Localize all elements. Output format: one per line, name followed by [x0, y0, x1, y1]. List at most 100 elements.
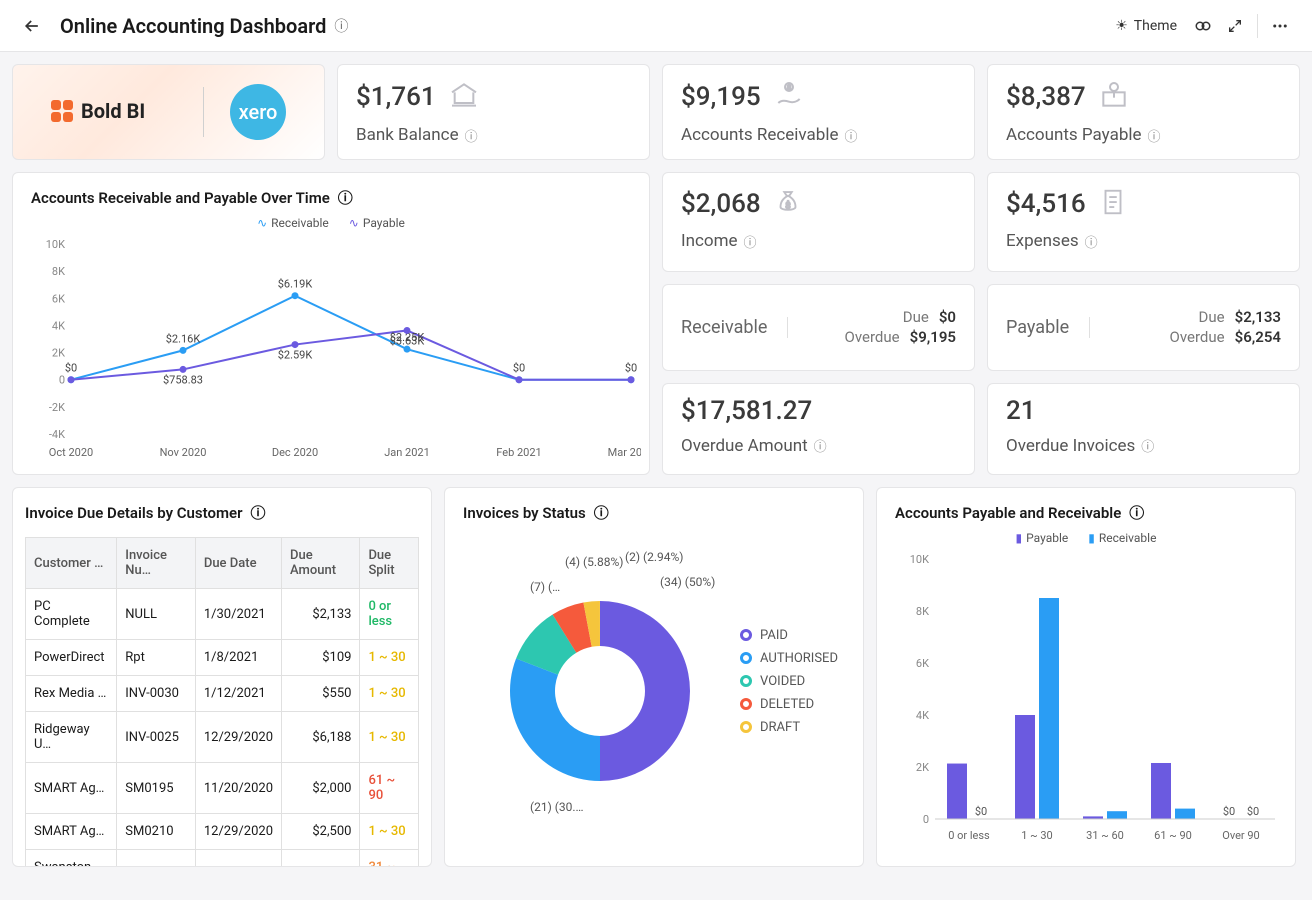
svg-text:$2.16K: $2.16K	[166, 332, 201, 345]
info-icon[interactable]: ⓘ	[814, 436, 827, 455]
due-label: Due	[1199, 308, 1225, 326]
overdue-label: Overdue	[1170, 328, 1225, 346]
split-label: Receivable	[681, 317, 788, 338]
svg-text:Dec 2020: Dec 2020	[272, 446, 318, 459]
receivable-split-card: Receivable Due$0 Overdue$9,195	[662, 284, 975, 370]
svg-text:4K: 4K	[916, 709, 929, 722]
due-value: $2,133	[1235, 308, 1281, 326]
kpi-value: 21	[1006, 396, 1036, 426]
col-header[interactable]: Due Amount	[282, 538, 360, 589]
legend-item[interactable]: VOIDED	[740, 674, 838, 689]
info-icon[interactable]: ⓘ	[1129, 502, 1144, 523]
svg-text:Bold BI: Bold BI	[81, 99, 145, 123]
svg-text:4K: 4K	[52, 319, 65, 332]
legend-item[interactable]: AUTHORISED	[740, 651, 838, 666]
svg-text:6K: 6K	[52, 292, 65, 305]
topbar: Online Accounting Dashboard ⓘ ☀ Theme	[0, 0, 1312, 52]
card-title: Invoice Due Details by Customer	[25, 504, 242, 522]
sun-icon: ☀	[1115, 18, 1128, 34]
legend-item[interactable]: DELETED	[740, 697, 838, 712]
info-icon[interactable]: ⓘ	[250, 502, 265, 523]
kpi-value: $17,581.27	[681, 396, 812, 426]
info-icon[interactable]: ⓘ	[338, 187, 353, 208]
kpi-value: $2,068	[681, 189, 761, 219]
theme-label: Theme	[1134, 18, 1177, 34]
table-row[interactable]: SMART Ag…SM021012/29/2020$2,5001 ~ 30	[26, 814, 419, 850]
svg-text:Over 90: Over 90	[1222, 829, 1259, 842]
card-title: Invoices by Status	[463, 504, 586, 522]
hand-coin-icon: $	[773, 79, 805, 115]
svg-text:xero: xero	[239, 100, 278, 124]
info-icon[interactable]: ⓘ	[1148, 126, 1161, 145]
xero-logo: xero	[228, 82, 288, 142]
svg-text:$0: $0	[513, 362, 525, 375]
legend-item[interactable]: PAID	[740, 628, 838, 643]
outbox-icon	[1098, 79, 1130, 115]
info-icon[interactable]: ⓘ	[594, 502, 609, 523]
svg-text:$: $	[785, 200, 790, 211]
kpi-value: $4,516	[1006, 189, 1086, 219]
col-header[interactable]: Invoice Nu…	[117, 538, 196, 589]
legend-label: Receivable	[271, 216, 329, 230]
boldbi-logo: Bold BI	[49, 92, 179, 132]
table-row[interactable]: Swanston S…AP12/16/2020$6031 ~ 60	[26, 850, 419, 868]
table-row[interactable]: Rex Media …INV-00301/12/2021$5501 ~ 30	[26, 676, 419, 712]
invoice-table[interactable]: Customer …Invoice Nu…Due DateDue AmountD…	[25, 537, 419, 867]
legend-label: Payable	[363, 216, 405, 230]
bar-chart[interactable]: 02K4K6K8K10K$00 or less1 ~ 3031 ~ 6061 ~…	[895, 549, 1285, 849]
fullscreen-icon[interactable]	[1219, 10, 1251, 42]
info-icon[interactable]: ⓘ	[844, 126, 857, 145]
moneybag-icon: $	[773, 187, 803, 221]
table-row[interactable]: Ridgeway U…INV-002512/29/2020$6,1881 ~ 3…	[26, 712, 419, 763]
preview-icon[interactable]	[1187, 10, 1219, 42]
svg-text:10K: 10K	[910, 553, 929, 566]
col-header[interactable]: Due Date	[195, 538, 281, 589]
svg-text:(4) (5.88%): (4) (5.88%)	[565, 555, 623, 569]
donut-chart[interactable]: (34) (50%)(21) (30.…(7) (…(4) (5.88%)(2)…	[470, 531, 730, 831]
back-button[interactable]	[16, 10, 48, 42]
svg-text:(7) (…: (7) (…	[530, 580, 560, 594]
svg-text:(2) (2.94%): (2) (2.94%)	[625, 550, 683, 564]
svg-text:1 ~ 30: 1 ~ 30	[1021, 829, 1053, 842]
kpi-overdue-invoices: 21 Overdue Invoices ⓘ	[987, 383, 1300, 475]
due-label: Due	[903, 308, 929, 326]
svg-text:8K: 8K	[916, 605, 929, 618]
page-title: Online Accounting Dashboard	[60, 14, 326, 38]
overdue-label: Overdue	[845, 328, 900, 346]
table-row[interactable]: PowerDirectRpt1/8/2021$1091 ~ 30	[26, 640, 419, 676]
kpi-value: $9,195	[681, 82, 761, 112]
svg-text:10K: 10K	[46, 238, 65, 251]
info-icon[interactable]: ⓘ	[1141, 436, 1154, 455]
bar-legend: ▮Payable ▮Receivable	[895, 531, 1277, 545]
svg-text:$0: $0	[65, 362, 77, 375]
donut-legend: PAID AUTHORISED VOIDED DELETED DRAFT	[740, 620, 838, 743]
table-row[interactable]: PC CompleteNULL1/30/2021$2,1330 or less	[26, 589, 419, 640]
kpi-label: Bank Balance	[356, 125, 459, 145]
line-chart[interactable]: -4K-2K02K4K6K8K10KOct 2020Nov 2020Dec 20…	[31, 234, 641, 464]
line-chart-legend: ∿Receivable ∿Payable	[31, 216, 631, 230]
kpi-overdue-amount: $17,581.27 Overdue Amount ⓘ	[662, 383, 975, 475]
legend-item[interactable]: DRAFT	[740, 720, 838, 735]
info-icon[interactable]: ⓘ	[744, 232, 757, 251]
svg-text:2K: 2K	[52, 347, 65, 360]
kpi-accounts-payable: $8,387 Accounts Payableⓘ	[987, 64, 1300, 160]
info-icon[interactable]: ⓘ	[465, 126, 478, 145]
kpi-label: Overdue Invoices	[1006, 436, 1135, 456]
info-icon[interactable]: ⓘ	[1085, 232, 1098, 251]
kpi-label: Overdue Amount	[681, 436, 808, 456]
legend-label: Receivable	[1099, 531, 1157, 545]
col-header[interactable]: Customer …	[26, 538, 117, 589]
table-row[interactable]: SMART Ag…SM019511/20/2020$2,00061 ~ 90	[26, 763, 419, 814]
svg-text:Nov 2020: Nov 2020	[160, 446, 207, 459]
bank-icon	[448, 79, 480, 115]
info-icon[interactable]: ⓘ	[334, 16, 348, 36]
kpi-income: $2,068 $ Incomeⓘ	[662, 172, 975, 272]
svg-text:0 or less: 0 or less	[948, 829, 990, 842]
kpi-label: Accounts Receivable	[681, 125, 838, 145]
kpi-bank-balance: $1,761 Bank Balanceⓘ	[337, 64, 650, 160]
theme-toggle[interactable]: ☀ Theme	[1105, 12, 1187, 40]
svg-text:31 ~ 60: 31 ~ 60	[1086, 829, 1124, 842]
svg-text:Mar 2021: Mar 2021	[608, 446, 641, 459]
more-menu-icon[interactable]	[1264, 10, 1296, 42]
col-header[interactable]: Due Split	[360, 538, 419, 589]
